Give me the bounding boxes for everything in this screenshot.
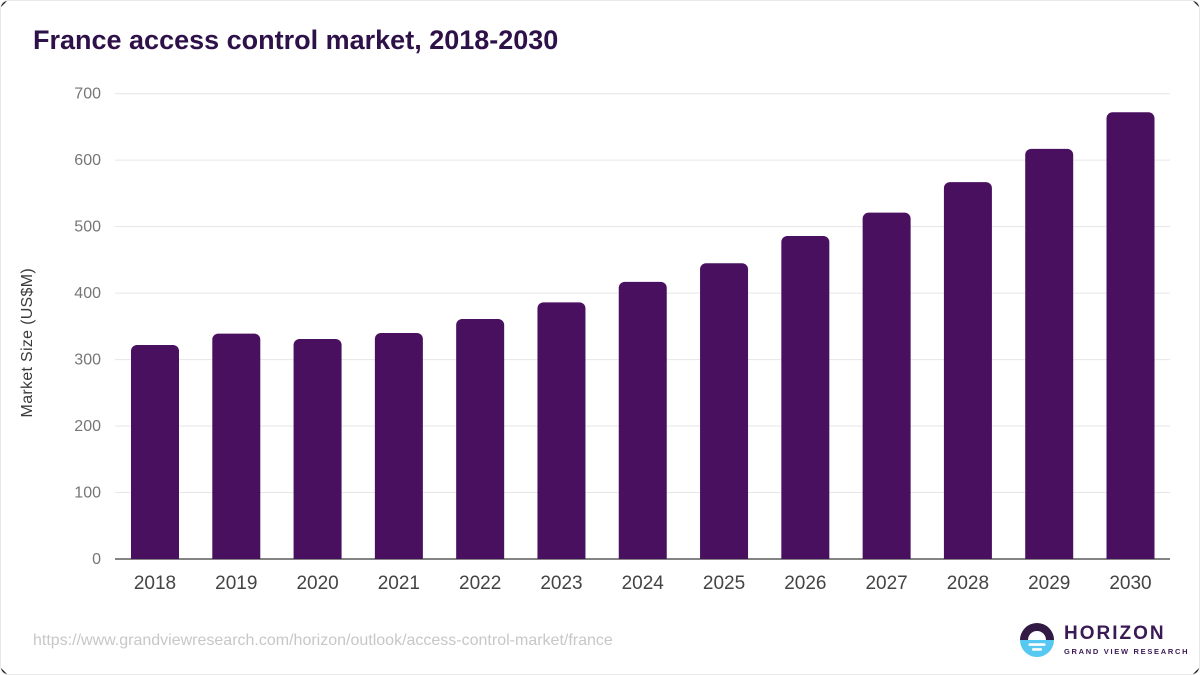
svg-text:200: 200 [74, 418, 101, 435]
svg-text:600: 600 [74, 152, 101, 169]
svg-text:2025: 2025 [703, 573, 745, 594]
svg-text:2028: 2028 [947, 573, 989, 594]
svg-text:300: 300 [74, 352, 101, 369]
svg-text:700: 700 [74, 86, 101, 103]
svg-text:2019: 2019 [215, 573, 257, 594]
svg-text:2026: 2026 [784, 573, 826, 594]
svg-text:2020: 2020 [296, 573, 338, 594]
svg-text:2018: 2018 [134, 573, 176, 594]
svg-text:2023: 2023 [540, 573, 582, 594]
svg-text:100: 100 [74, 485, 101, 502]
svg-text:400: 400 [74, 285, 101, 302]
svg-text:0: 0 [92, 551, 101, 568]
svg-text:500: 500 [74, 219, 101, 236]
svg-text:2022: 2022 [459, 573, 501, 594]
svg-text:2029: 2029 [1028, 573, 1070, 594]
svg-text:2024: 2024 [622, 573, 665, 594]
svg-text:2021: 2021 [378, 573, 420, 594]
svg-text:2027: 2027 [865, 573, 907, 594]
svg-text:2030: 2030 [1109, 573, 1151, 594]
